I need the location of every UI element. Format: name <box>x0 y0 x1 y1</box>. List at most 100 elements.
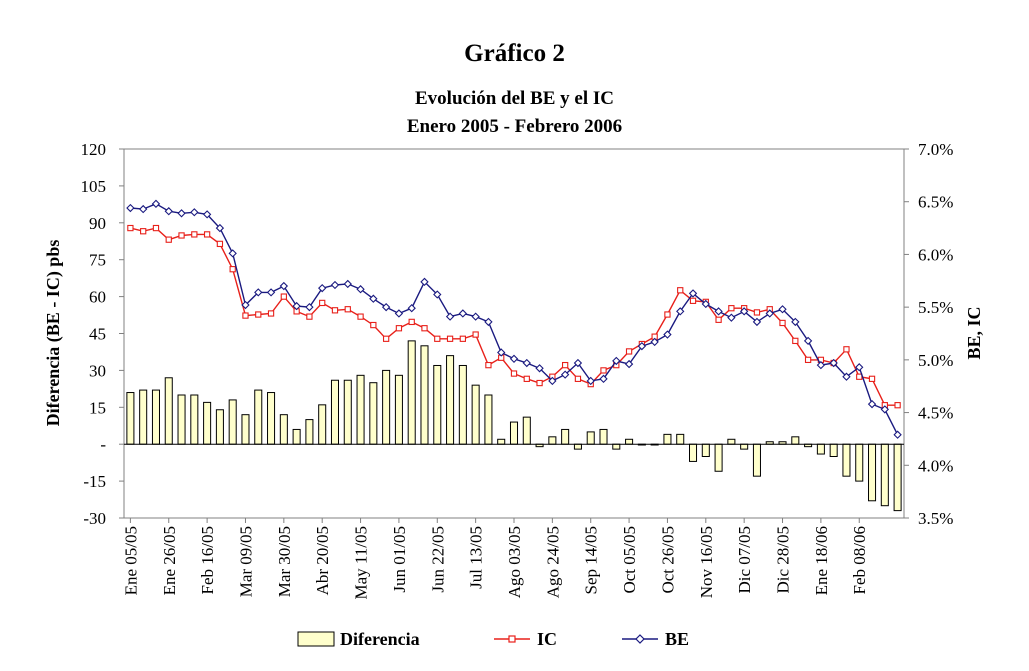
x-tick-label: Oct 05/05 <box>620 526 639 594</box>
ic-point <box>421 325 428 332</box>
ic-point <box>331 307 339 314</box>
diferencia-bar <box>267 392 276 445</box>
ic-point <box>625 348 633 355</box>
ic-point <box>689 297 697 304</box>
diferencia-bar <box>343 379 352 445</box>
x-tick-label: Mar 30/05 <box>275 526 294 597</box>
legend-label-ic: IC <box>537 629 557 649</box>
be-point <box>228 249 237 258</box>
diferencia-bar <box>126 392 135 445</box>
ic-point <box>561 361 569 369</box>
ic-point <box>280 293 287 300</box>
y-left-tick-label: 45 <box>89 325 106 344</box>
diferencia-bar <box>228 399 237 445</box>
diferencia-bar <box>203 401 212 445</box>
x-tick-label: Ago 24/05 <box>543 526 562 598</box>
be-point <box>560 370 570 379</box>
ic-point <box>127 224 134 232</box>
diferencia-bar <box>446 355 455 445</box>
be-point <box>586 376 595 386</box>
be-point <box>880 405 889 414</box>
y-left-tick-label: -30 <box>83 509 106 528</box>
ic-point <box>382 335 390 342</box>
be-point <box>497 348 506 357</box>
ic-point <box>357 313 364 320</box>
be-point <box>765 309 774 318</box>
diferencia-bar <box>625 438 634 445</box>
be-point <box>842 372 851 381</box>
ic-point <box>242 312 249 319</box>
diferencia-bar <box>561 428 570 445</box>
be-point <box>394 309 404 318</box>
ic-point <box>472 331 479 338</box>
be-point <box>279 281 289 291</box>
chart-subtitle-line-2: Enero 2005 - Febrero 2006 <box>406 116 623 137</box>
be-point <box>202 210 212 219</box>
y-axis-right-label: BE, IC <box>964 306 984 359</box>
be-point <box>215 223 225 233</box>
ic-point <box>728 305 735 312</box>
diferencia-bar <box>791 436 800 445</box>
x-tick-label: Ene 05/05 <box>121 526 140 595</box>
ic-point <box>677 287 684 294</box>
be-point <box>420 277 429 287</box>
diferencia-bar <box>356 374 365 445</box>
diferencia-bar <box>612 443 621 450</box>
y-axis-left-label: Diferencia (BE - IC) pbs <box>43 240 64 427</box>
be-point <box>573 358 583 368</box>
y-right-tick-label: 5.5% <box>918 298 953 317</box>
be-point <box>151 199 161 209</box>
ic-point <box>523 375 530 382</box>
diferencia-bar <box>893 443 902 512</box>
x-tick-label: Feb 08/06 <box>850 526 869 594</box>
be-point <box>612 356 621 366</box>
be-point <box>714 307 723 316</box>
x-tick-label: Dic 07/05 <box>735 526 754 594</box>
ic-point <box>344 306 351 313</box>
diferencia-bar <box>420 345 429 445</box>
x-tick-label: Ago 03/05 <box>505 526 524 598</box>
ic-point <box>140 228 147 235</box>
diferencia-bar <box>407 340 416 445</box>
be-point <box>701 299 710 309</box>
be-point <box>126 203 135 213</box>
diferencia-bar <box>855 443 864 482</box>
x-tick-label: Oct 26/05 <box>658 526 677 594</box>
ic-point <box>664 311 671 318</box>
be-point <box>266 288 276 297</box>
be-point <box>292 301 301 311</box>
ic-point <box>446 335 454 342</box>
ic-point <box>203 231 211 238</box>
diferencia-bar <box>151 389 160 445</box>
be-point <box>254 288 263 297</box>
diferencia-bar <box>497 438 506 445</box>
be-point <box>791 317 800 327</box>
diferencia-bar <box>880 443 889 507</box>
chart-title: Gráfico 2 <box>464 40 565 67</box>
diferencia-bar <box>573 443 582 450</box>
diferencia-bar <box>740 443 749 450</box>
diferencia-bar <box>164 377 173 445</box>
ic-point <box>165 236 172 243</box>
y-right-tick-label: 3.5% <box>918 509 953 528</box>
be-point <box>676 307 685 316</box>
diferencia-bar <box>279 414 288 445</box>
diferencia-bar <box>139 389 148 445</box>
ic-point <box>856 373 863 380</box>
ic-point <box>868 375 876 382</box>
diferencia-bar <box>752 443 761 477</box>
x-tick-label: Dic 28/05 <box>774 526 793 594</box>
diferencia-bar <box>369 382 378 445</box>
x-tick-label: Jun 01/05 <box>390 526 409 593</box>
y-right-tick-label: 6.0% <box>918 245 953 264</box>
be-point <box>739 307 749 316</box>
diferencia-bar <box>177 394 186 445</box>
be-point <box>190 208 199 217</box>
legend-swatch-be-marker <box>635 634 645 644</box>
diferencia-bar <box>330 379 340 445</box>
x-tick-label: May 11/05 <box>352 526 371 600</box>
ic-point <box>485 361 492 369</box>
plot-area <box>123 148 905 519</box>
be-point <box>318 283 327 293</box>
